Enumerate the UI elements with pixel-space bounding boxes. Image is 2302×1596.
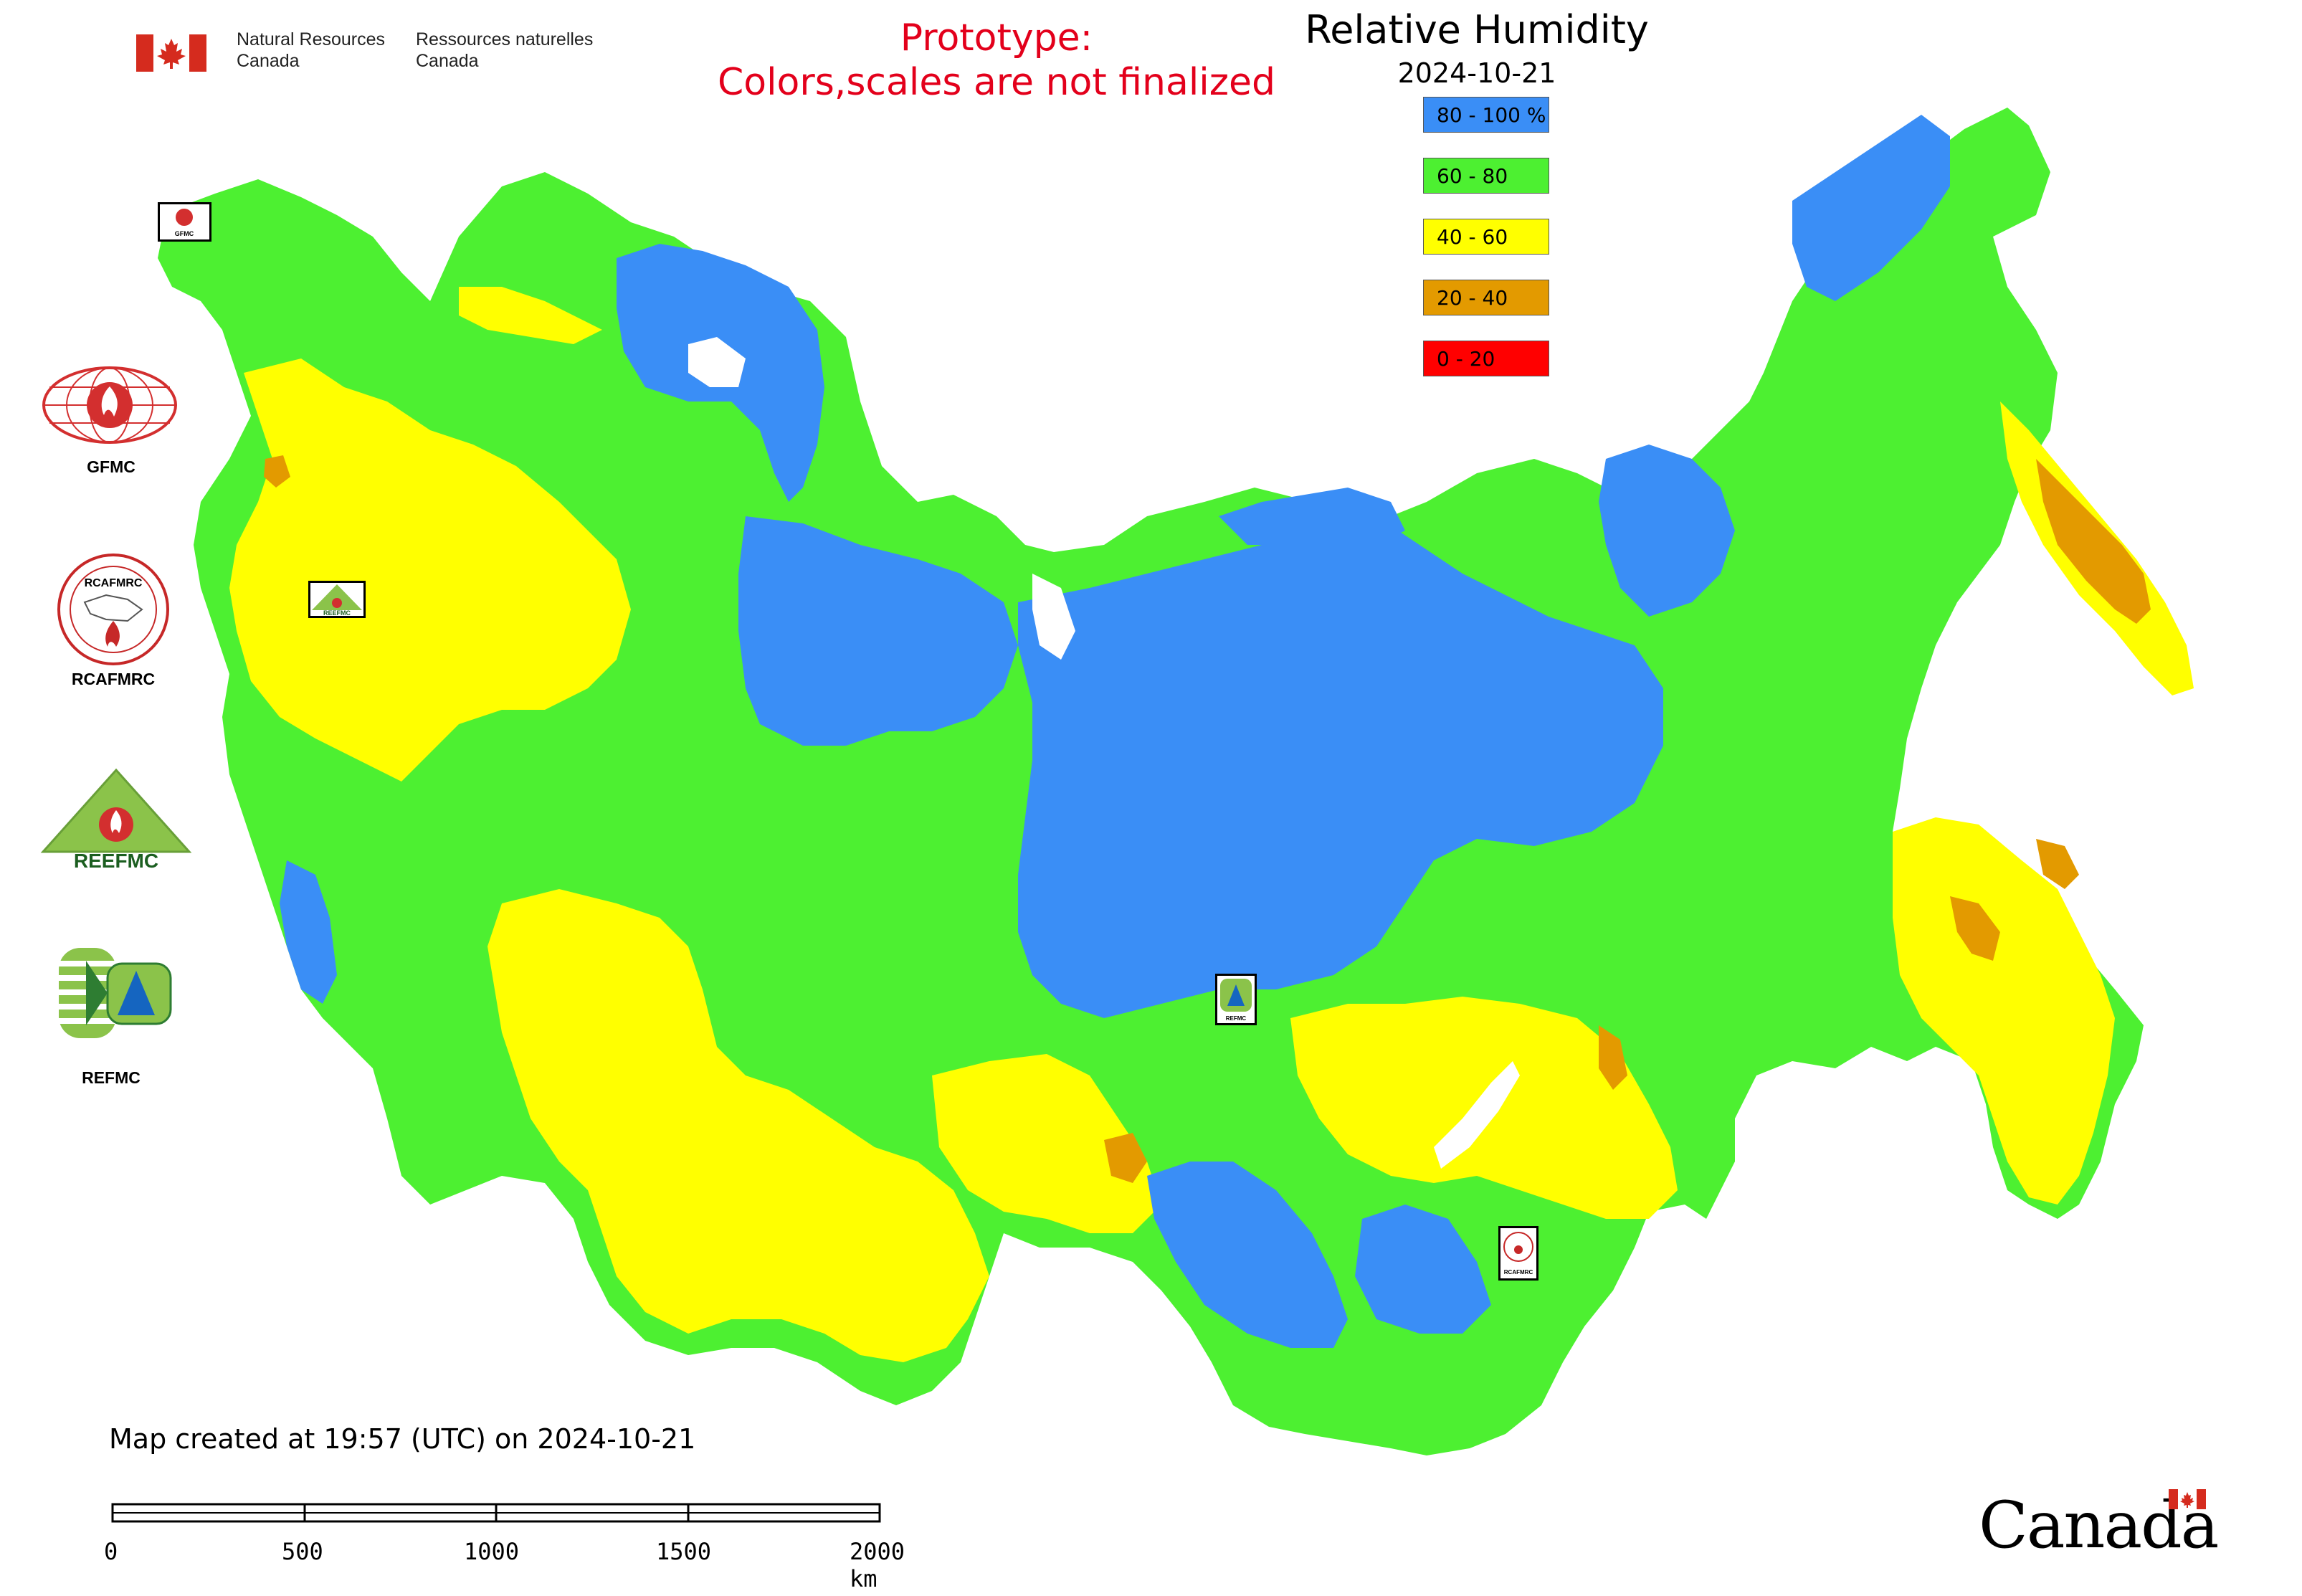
map-marker-rcafmrc-icon: RCAFMRC (1503, 1232, 1533, 1276)
department-name-fr: Ressources naturelles Canada (416, 29, 594, 71)
rcafmrc-logo-text: RCAFMRC (85, 577, 143, 589)
map-marker-rcafmrc-label: RCAFMRC (1504, 1269, 1533, 1276)
scale-label-1500: 1500 (656, 1538, 712, 1565)
logo-label-rcafmrc: RCAFMRC (71, 670, 156, 688)
zone-yellow-scandinavia (459, 287, 602, 344)
map-marker-reefmc-icon: REEFMC (312, 584, 362, 617)
rcafmrc-logo-icon: RCAFMRC (57, 554, 169, 665)
canada-flag-icon (136, 34, 206, 72)
logo-label-gfmc: GFMC (87, 457, 135, 476)
map-marker-refmc-label: REFMC (1226, 1015, 1247, 1022)
reefmc-logo-icon: REEFMC (40, 768, 192, 872)
wordmark-flag-icon (2169, 1489, 2206, 1509)
zone-yellow-central-asia (932, 1054, 1161, 1233)
scale-bar-graphic (111, 1503, 881, 1523)
zone-blue-central-siberia (1018, 516, 1663, 1018)
map-marker-gfmc: GFMC (158, 202, 211, 242)
prototype-line-1: Prototype: (900, 16, 1093, 60)
lake-baikal (1434, 1061, 1520, 1169)
zone-blue-mongolia-north (1355, 1205, 1491, 1334)
nrcan-signature: Natural Resources Canada Ressources natu… (136, 29, 609, 79)
canada-wordmark-text: Canada (1979, 1488, 2219, 1563)
zone-yellow-far-east (1893, 817, 2115, 1205)
zone-blue-baikal-south (1147, 1162, 1348, 1348)
zone-orange-west (264, 455, 290, 488)
map-marker-refmc-icon: REFMC (1220, 979, 1252, 1022)
zone-blue-siberia-west (738, 516, 1018, 746)
legend-item-80-100: 80 - 100 % (1423, 97, 1549, 133)
map-marker-refmc: REFMC (1215, 974, 1257, 1025)
zone-orange-amur (1950, 896, 2000, 961)
department-name-en: Natural Resources Canada (237, 29, 386, 71)
legend-item-0-20: 0 - 20 (1423, 341, 1549, 376)
legend-title: Relative Humidity (1305, 7, 1649, 52)
zone-orange-russia-east (2036, 839, 2079, 889)
logo-label-refmc: REFMC (82, 1068, 141, 1087)
map-marker-gfmc-icon: GFMC (175, 209, 194, 237)
gfmc-logo-icon (42, 366, 177, 444)
zone-blue-north-taimyr (1219, 488, 1405, 545)
prototype-notice: Prototype: Colors,scales are not finaliz… (588, 16, 1405, 105)
map-marker-reefmc-label: REEFMC (323, 609, 351, 616)
map-created-text: Map created at 19:57 (UTC) on 2024-10-21 (109, 1423, 696, 1455)
zone-orange-altai (1104, 1133, 1147, 1183)
zone-orange-chita (1599, 1025, 1627, 1090)
scale-label-0: 0 (104, 1538, 118, 1565)
prototype-line-2: Colors,scales are not finalized (717, 61, 1276, 104)
zone-yellow-west (229, 358, 631, 782)
map-marker-rcafmrc: RCAFMRC (1498, 1226, 1538, 1281)
white-sea (688, 337, 746, 387)
reefmc-logo-text: REEFMC (74, 850, 158, 872)
refmc-logo-icon (59, 948, 172, 1038)
legend-item-20-40: 20 - 40 (1423, 280, 1549, 315)
legend-date: 2024-10-21 (1397, 57, 1556, 89)
canada-wordmark: Canada (1979, 1488, 2219, 1567)
map-marker-reefmc: REEFMC (308, 581, 366, 618)
scale-label-2000: 2000 km (850, 1538, 905, 1592)
scale-bar: 0 500 1000 1500 2000 km (104, 1498, 905, 1592)
zone-blue-chukotka (1792, 115, 1950, 301)
map-marker-gfmc-label: GFMC (175, 230, 194, 237)
scale-label-1000: 1000 (464, 1538, 520, 1565)
zone-blue-west-coast (280, 860, 337, 1004)
zone-blue-yakutia-east (1599, 445, 1735, 617)
legend-item-60-80: 60 - 80 (1423, 158, 1549, 194)
zone-orange-kamchatka (2036, 459, 2151, 624)
zone-yellow-kazakh (487, 889, 989, 1362)
sea-inlet (1032, 574, 1075, 660)
legend-item-40-60: 40 - 60 (1423, 219, 1549, 255)
scale-label-500: 500 (282, 1538, 323, 1565)
